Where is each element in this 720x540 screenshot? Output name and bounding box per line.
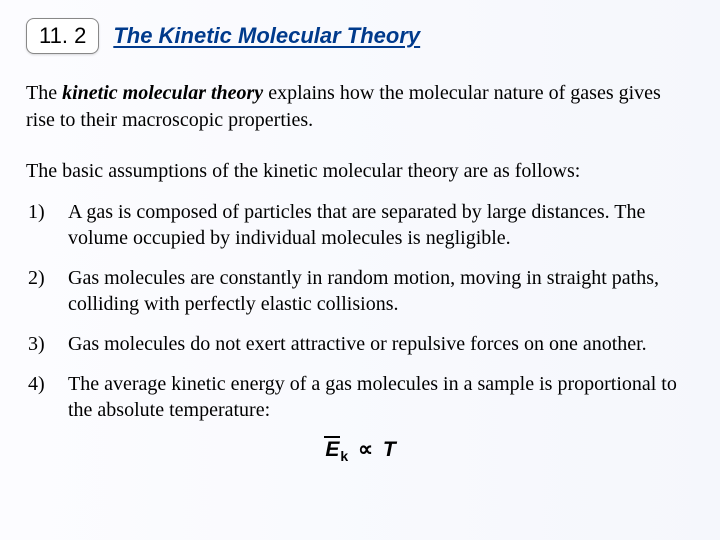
formula-T: T xyxy=(383,438,396,461)
kinetic-energy-formula: Ek ∝ T xyxy=(26,437,694,464)
formula-subscript-k: k xyxy=(340,448,348,464)
formula-E-overbar: E xyxy=(324,438,340,462)
section-number-badge: 11. 2 xyxy=(26,18,99,54)
item-number: 3) xyxy=(28,331,62,357)
slide-page: 11. 2 The Kinetic Molecular Theory The k… xyxy=(0,0,720,464)
intro-term: kinetic molecular theory xyxy=(62,82,263,104)
assumptions-lead: The basic assumptions of the kinetic mol… xyxy=(26,160,694,183)
item-text: Gas molecules do not exert attractive or… xyxy=(62,331,694,357)
item-text: The average kinetic energy of a gas mole… xyxy=(62,371,694,423)
item-number: 2) xyxy=(28,265,62,291)
section-title: The Kinetic Molecular Theory xyxy=(113,23,420,49)
assumptions-list: 1) A gas is composed of particles that a… xyxy=(26,199,694,423)
list-item: 3) Gas molecules do not exert attractive… xyxy=(28,331,694,357)
item-number: 4) xyxy=(28,371,62,397)
header-row: 11. 2 The Kinetic Molecular Theory xyxy=(26,18,694,54)
list-item: 2) Gas molecules are constantly in rando… xyxy=(28,265,694,317)
item-number: 1) xyxy=(28,199,62,225)
item-text: Gas molecules are constantly in random m… xyxy=(62,265,694,317)
list-item: 4) The average kinetic energy of a gas m… xyxy=(28,371,694,423)
intro-prefix: The xyxy=(26,82,62,104)
intro-paragraph: The kinetic molecular theory explains ho… xyxy=(26,80,694,134)
list-item: 1) A gas is composed of particles that a… xyxy=(28,199,694,251)
item-text: A gas is composed of particles that are … xyxy=(62,199,694,251)
proportional-symbol-icon: ∝ xyxy=(354,438,377,461)
